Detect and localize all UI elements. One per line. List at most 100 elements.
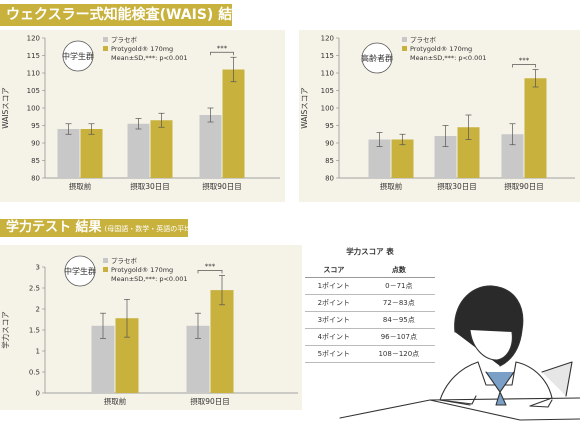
bar bbox=[391, 139, 414, 178]
significance-bracket bbox=[512, 64, 536, 68]
points-cell: 0－71点 bbox=[362, 277, 435, 295]
legend-swatch-placebo bbox=[103, 258, 108, 263]
y-tick-label: 105 bbox=[27, 87, 40, 95]
bar bbox=[115, 318, 139, 393]
points-cell: 96－107点 bbox=[362, 328, 435, 346]
group-badge bbox=[62, 40, 94, 72]
legend-label-placebo: プラセボ bbox=[111, 36, 138, 44]
wais-banner: ウェクスラー式知能検査(WAIS) 結果 bbox=[0, 4, 246, 26]
points-cell: 84－95点 bbox=[362, 311, 435, 329]
y-tick-label: 120 bbox=[321, 35, 334, 43]
bar bbox=[91, 325, 115, 393]
legend-label-protygold: Protygold® 170mg bbox=[111, 266, 173, 274]
group-badge bbox=[361, 42, 393, 74]
category-label: 摂取30日目 bbox=[130, 181, 170, 191]
y-tick-label: 80 bbox=[31, 175, 40, 183]
category-label: 摂取前 bbox=[104, 396, 127, 406]
legend-label-placebo: プラセボ bbox=[111, 257, 138, 265]
y-tick-label: 85 bbox=[31, 157, 40, 165]
bar bbox=[57, 129, 80, 178]
legend-label-placebo: プラセボ bbox=[410, 36, 437, 44]
bar bbox=[80, 129, 103, 178]
legend-label-protygold: Protygold® 170mg bbox=[410, 45, 472, 53]
y-tick-label: 110 bbox=[27, 70, 40, 78]
category-label: 摂取30日目 bbox=[437, 181, 477, 191]
score-cell: 3ポイント bbox=[305, 311, 363, 329]
y-tick-label: 95 bbox=[31, 122, 40, 130]
score-table: 学力スコア 表 スコア 点数 1ポイント 0－71点 2ポイント 72－83点 3ポ… bbox=[305, 246, 435, 363]
points-cell: 72－83点 bbox=[362, 294, 435, 312]
y-tick-label: 2 bbox=[36, 306, 40, 314]
score-table-grid: スコア 点数 1ポイント 0－71点 2ポイント 72－83点 3ポイント 84－95… bbox=[305, 263, 435, 363]
y-tick-label: 85 bbox=[325, 157, 334, 165]
group-label: 中学生群 bbox=[64, 266, 96, 276]
y-tick-label: 95 bbox=[325, 122, 334, 130]
legend-swatch-placebo bbox=[402, 37, 407, 42]
y-tick-label: 100 bbox=[321, 105, 334, 113]
category-label: 摂取90日目 bbox=[504, 181, 544, 191]
legend-swatch-placebo bbox=[103, 37, 108, 42]
bar bbox=[501, 134, 524, 178]
y-tick-label: 115 bbox=[321, 52, 334, 60]
y-tick-label: 1 bbox=[36, 348, 40, 356]
group-badge bbox=[64, 255, 96, 287]
y-tick-label: 3 bbox=[36, 264, 40, 272]
legend-swatch-protygold bbox=[103, 267, 108, 272]
legend-note: Mean±SD,***: p<0.001 bbox=[111, 54, 188, 62]
gakuryoku-banner: 学力テスト 結果 (母国語・数学・英語の平均) bbox=[0, 219, 194, 237]
bar bbox=[524, 78, 547, 178]
bar bbox=[127, 123, 150, 178]
category-label: 摂取90日目 bbox=[190, 396, 230, 406]
gakuryoku-subtitle: (母国語・数学・英語の平均) bbox=[104, 225, 194, 233]
table-row: 3ポイント 84－95点 bbox=[305, 311, 435, 329]
y-tick-label: 0 bbox=[36, 390, 40, 398]
y-tick-label: 1.5 bbox=[29, 327, 40, 335]
y-tick-label: 115 bbox=[27, 52, 40, 60]
category-label: 摂取90日目 bbox=[202, 181, 242, 191]
y-tick-label: 110 bbox=[321, 70, 334, 78]
bar bbox=[150, 120, 173, 178]
bar bbox=[199, 115, 222, 178]
points-cell: 108－120点 bbox=[362, 345, 435, 363]
score-table-header-score: スコア bbox=[305, 263, 363, 278]
wais-junior-chart-panel: 80 85 90 95 100 105 110 115 120 WAISスコア 摂取前 摂取30日目 摂… bbox=[0, 30, 285, 202]
wais-elderly-chart-panel: 80 85 90 95 100 105 110 115 120 WAISスコア 摂取前 摂取30日目 摂… bbox=[299, 30, 580, 202]
gakuryoku-chart-panel: 0 0.5 1 1.5 2 2.5 3 学力スコア 摂取前 摂取90日目 *** 中学生群 プラセボ Pr… bbox=[0, 245, 302, 410]
bar bbox=[222, 69, 245, 178]
legend-note: Mean±SD,***: p<0.001 bbox=[410, 54, 487, 62]
legend-label-protygold: Protygold® 170mg bbox=[111, 45, 173, 53]
legend-note: Mean±SD,***: p<0.001 bbox=[111, 275, 188, 283]
significance-label: *** bbox=[519, 57, 530, 65]
score-cell: 1ポイント bbox=[305, 277, 363, 295]
y-tick-label: 80 bbox=[325, 175, 334, 183]
y-tick-label: 105 bbox=[321, 87, 334, 95]
bar bbox=[210, 290, 234, 393]
significance-label: *** bbox=[205, 262, 216, 270]
significance-label: *** bbox=[217, 44, 228, 52]
score-table-header-points: 点数 bbox=[362, 263, 435, 278]
score-table-title: 学力スコア 表 bbox=[346, 247, 394, 256]
category-label: 摂取前 bbox=[69, 181, 92, 191]
y-tick-label: 0.5 bbox=[29, 369, 40, 377]
y-axis-label: 学力スコア bbox=[0, 311, 10, 349]
y-tick-label: 120 bbox=[27, 35, 40, 43]
bar bbox=[434, 136, 457, 178]
y-axis-label: WAISスコア bbox=[1, 87, 10, 129]
table-row: 2ポイント 72－83点 bbox=[305, 294, 435, 312]
y-tick-label: 90 bbox=[325, 140, 334, 148]
bar bbox=[186, 325, 210, 393]
group-label: 高齢者群 bbox=[361, 53, 393, 63]
bar bbox=[457, 127, 480, 178]
group-label: 中学生群 bbox=[62, 51, 94, 61]
y-axis-label: WAISスコア bbox=[300, 87, 309, 129]
y-tick-label: 100 bbox=[27, 105, 40, 113]
score-cell: 4ポイント bbox=[305, 328, 363, 346]
score-cell: 5ポイント bbox=[305, 345, 363, 363]
legend-swatch-protygold bbox=[103, 46, 108, 51]
score-cell: 2ポイント bbox=[305, 294, 363, 312]
gakuryoku-title: 学力テスト 結果 bbox=[6, 220, 102, 235]
table-row: 4ポイント 96－107点 bbox=[305, 328, 435, 346]
